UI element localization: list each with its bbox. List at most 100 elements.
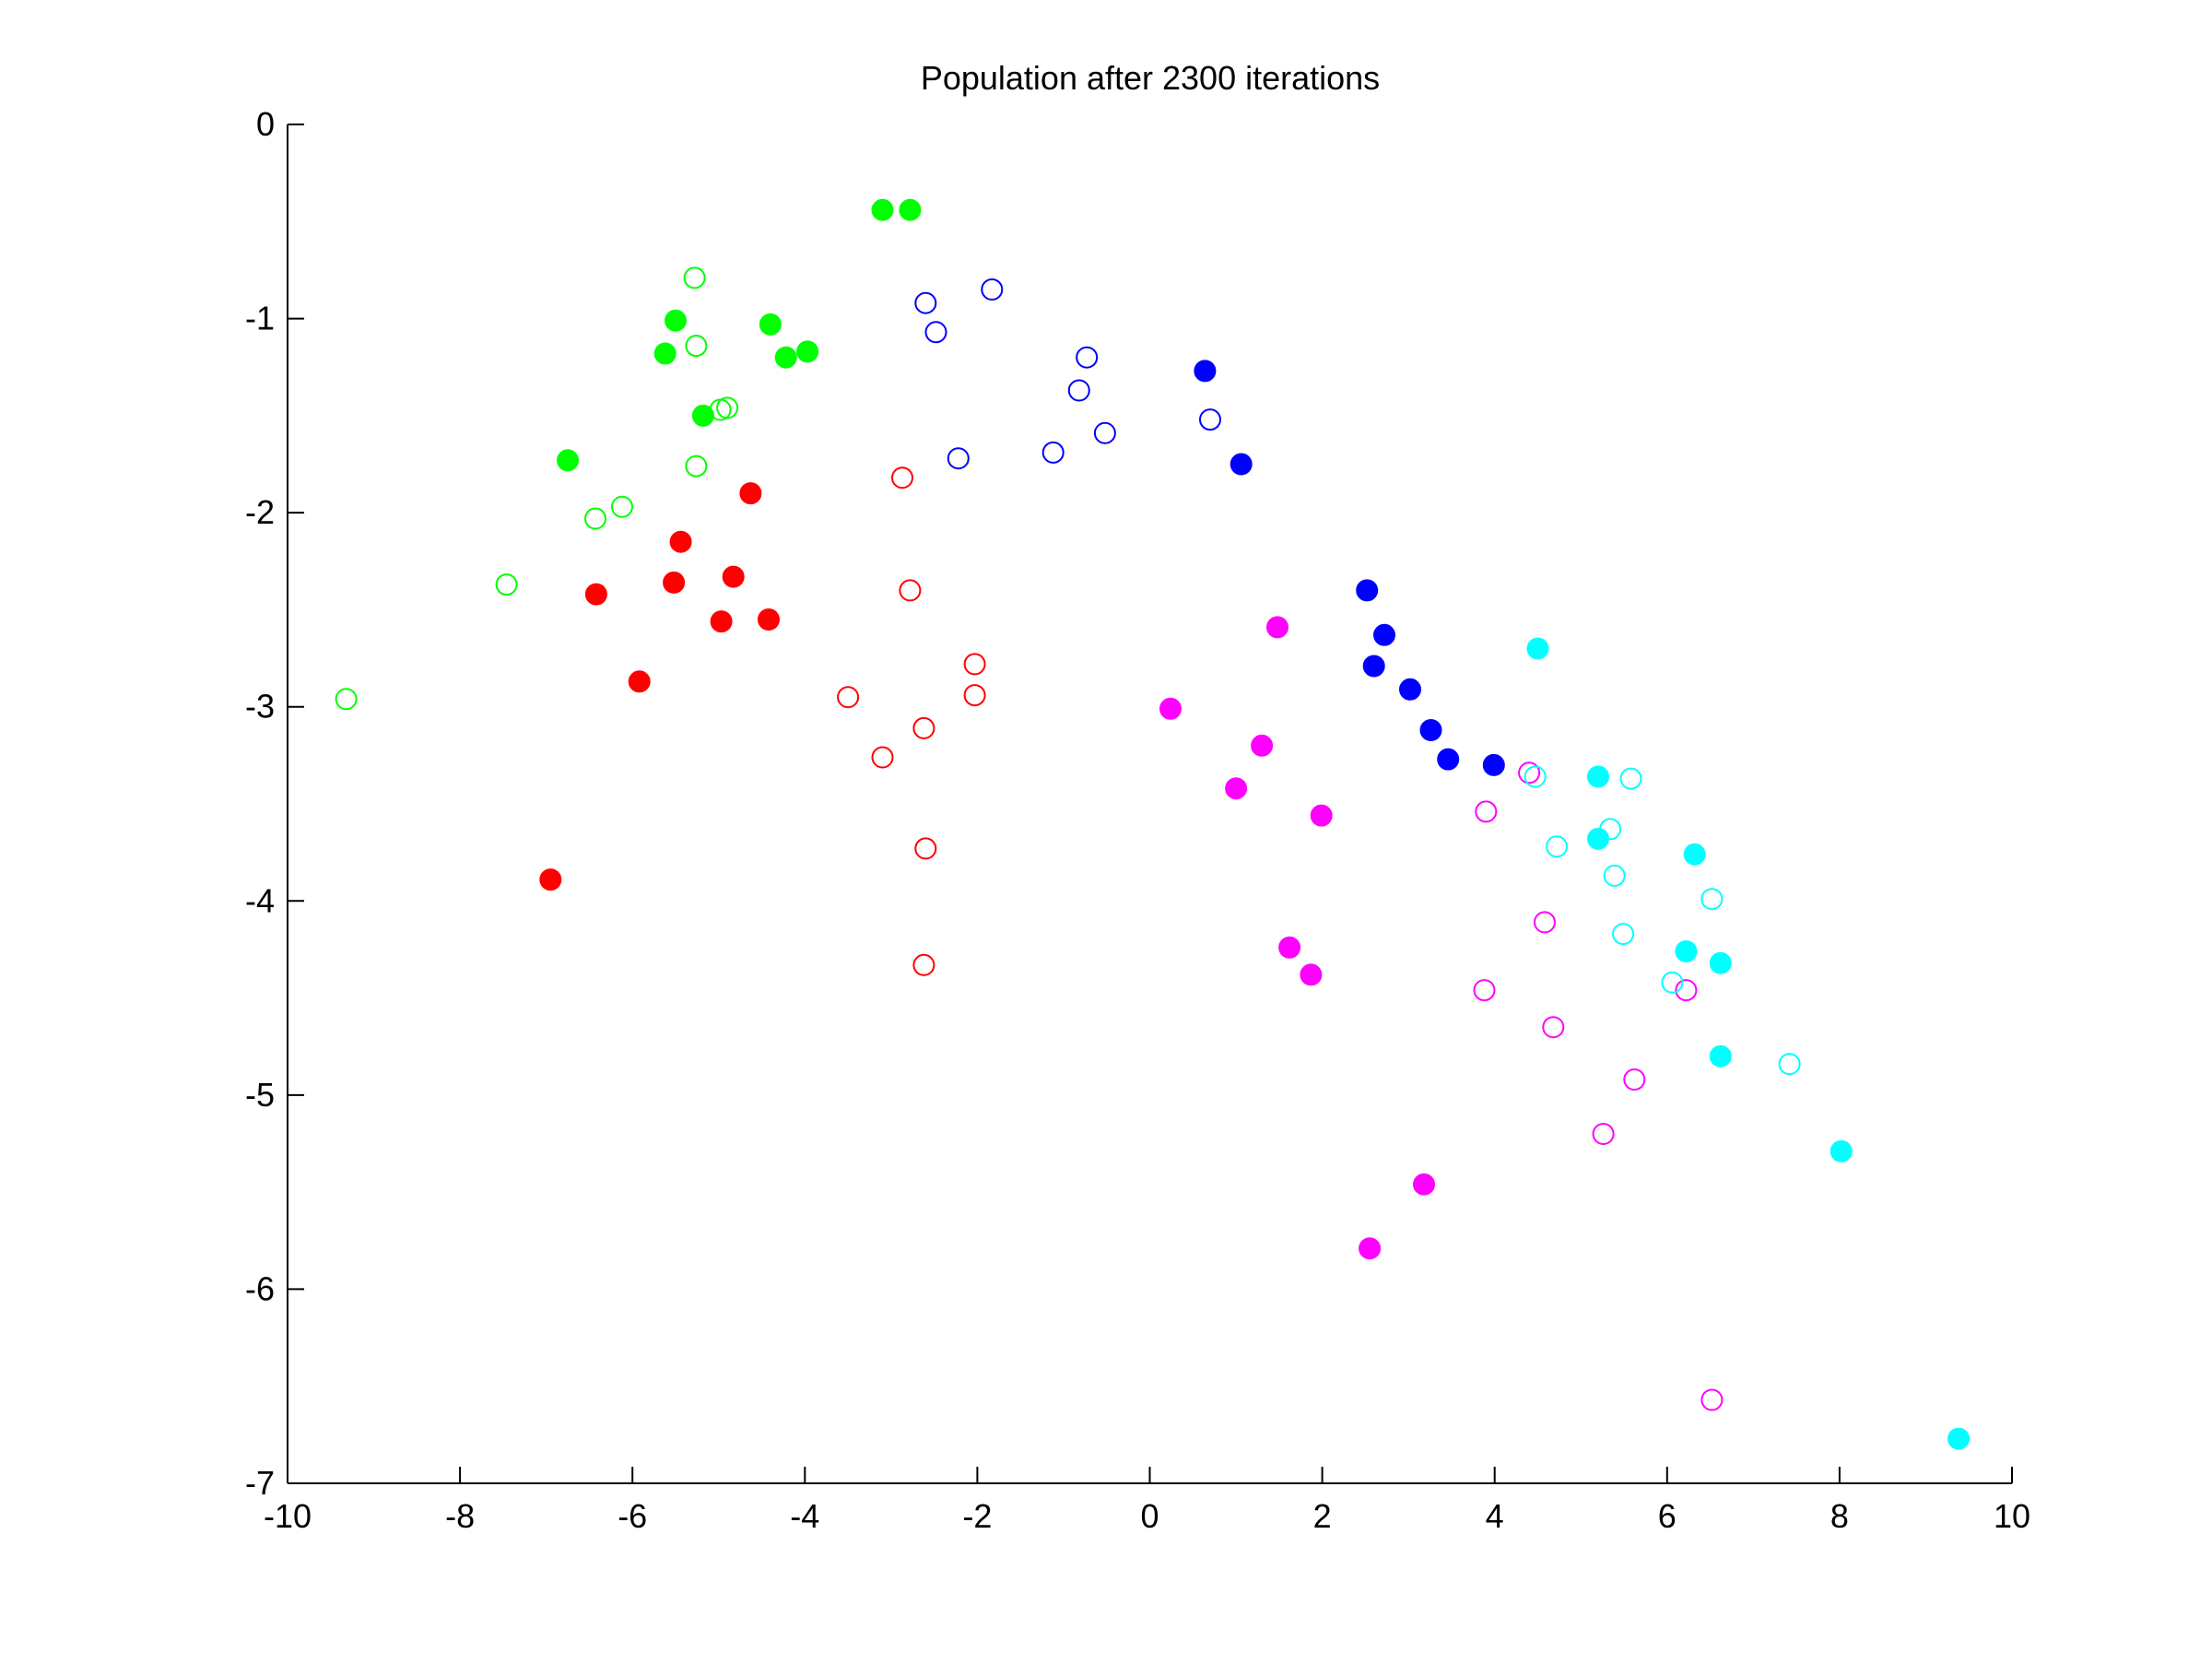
data-point [1413, 1173, 1435, 1196]
data-point [1947, 1427, 1970, 1450]
data-point [871, 746, 894, 769]
data-point [758, 608, 780, 631]
data-point [1362, 655, 1385, 678]
y-tick-label: 0 [256, 105, 275, 143]
data-point [611, 495, 633, 518]
series-0-filled [557, 198, 922, 472]
data-point [1700, 888, 1724, 911]
series-3-open [837, 466, 986, 976]
data-point [1437, 748, 1460, 771]
data-point [1076, 346, 1099, 369]
data-point [1830, 1139, 1853, 1162]
y-tick-label: -1 [245, 300, 275, 337]
data-point [924, 321, 947, 344]
y-tick-label: -4 [245, 881, 275, 919]
data-point [1356, 579, 1379, 602]
data-points [335, 198, 1970, 1450]
data-point [1675, 940, 1698, 962]
data-point [837, 686, 860, 709]
data-point [653, 342, 677, 365]
data-point [947, 447, 970, 470]
series-5-open [914, 278, 1221, 470]
series-6-filled [1159, 616, 1435, 1260]
data-point [1300, 963, 1323, 986]
data-point [584, 507, 606, 530]
data-point [899, 579, 922, 602]
data-point [1159, 697, 1182, 720]
data-point [1592, 1123, 1615, 1145]
data-point [912, 953, 935, 976]
data-point [1603, 864, 1626, 887]
data-point [1623, 1068, 1646, 1091]
data-point [1199, 408, 1221, 431]
y-tick-label: -2 [245, 493, 275, 531]
x-tick-label: 10 [1994, 1497, 2030, 1535]
data-point [557, 449, 579, 472]
x-tick-label: -2 [962, 1497, 992, 1535]
x-tick-label: 0 [1140, 1497, 1159, 1535]
data-point [963, 653, 986, 676]
data-point [963, 684, 986, 707]
x-tick-label: -6 [618, 1497, 647, 1535]
data-point [914, 837, 937, 860]
data-point [1251, 734, 1274, 757]
series-1-open [335, 266, 739, 711]
data-point [891, 466, 913, 490]
axes: -10 -8 -6 -4 -2 0 2 4 6 8 10 0 -1 -2 -3 -4 -5 -6 -7 [245, 105, 2030, 1535]
data-point [1225, 777, 1248, 800]
chart-title: Population after 2300 iterations [921, 59, 1380, 97]
data-point [759, 313, 782, 336]
data-point [1661, 971, 1684, 994]
data-point [1194, 360, 1217, 383]
y-tick-label: -6 [245, 1269, 275, 1307]
data-point [539, 868, 562, 891]
data-point [335, 688, 358, 711]
data-point [1230, 453, 1253, 476]
data-point [685, 454, 708, 478]
series-2-filled [539, 482, 780, 891]
data-point [1266, 616, 1288, 639]
data-point [665, 309, 687, 332]
data-point [663, 571, 686, 594]
series-4-filled [1194, 360, 1505, 776]
data-point [912, 716, 935, 739]
x-tick-label: 4 [1486, 1497, 1504, 1535]
data-point [1619, 767, 1642, 790]
data-point [1399, 678, 1421, 701]
series-8-filled [1526, 637, 1970, 1450]
series-9-open [1524, 765, 1801, 1076]
data-point [981, 278, 1004, 301]
data-point [1093, 421, 1116, 444]
data-point [722, 565, 745, 588]
data-point [1542, 1016, 1565, 1039]
data-point [584, 583, 607, 606]
data-point [1278, 936, 1301, 959]
data-point [1067, 379, 1090, 402]
data-point [1587, 765, 1609, 788]
data-point [899, 198, 922, 221]
data-point [628, 670, 651, 693]
x-tick-label: -10 [264, 1497, 312, 1535]
x-tick-label: 8 [1830, 1497, 1849, 1535]
data-point [1599, 818, 1622, 841]
data-point [1482, 753, 1505, 776]
data-point [685, 335, 708, 358]
y-tick-label: -3 [245, 688, 275, 726]
data-point [774, 346, 797, 369]
data-point [1518, 761, 1541, 785]
data-point [1475, 800, 1498, 823]
x-tick-label: -4 [790, 1497, 819, 1535]
data-point [1359, 1237, 1382, 1260]
data-point [1700, 1388, 1724, 1411]
data-point [709, 398, 732, 421]
data-point [669, 530, 692, 553]
data-point [1310, 804, 1333, 827]
data-point [1675, 979, 1698, 1002]
data-point [871, 198, 894, 221]
data-point [716, 396, 739, 419]
data-point [1778, 1053, 1801, 1076]
data-point [1709, 951, 1732, 974]
data-point [691, 404, 714, 427]
